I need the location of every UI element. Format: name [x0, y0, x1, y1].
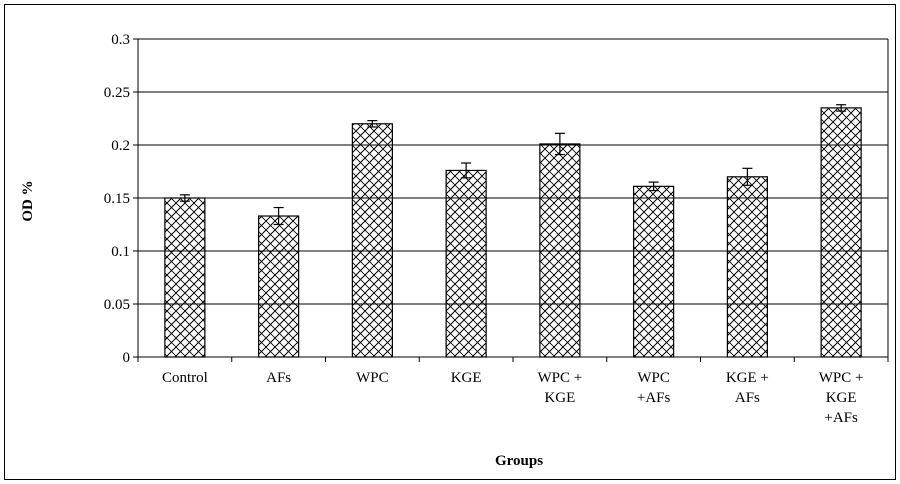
y-tick-label: 0.3	[111, 32, 130, 48]
bar	[726, 176, 768, 358]
y-tick-label: 0.25	[104, 85, 130, 101]
x-tick-label: KGE	[451, 370, 482, 386]
bar	[351, 123, 393, 358]
bar	[820, 107, 862, 358]
x-tick-label: KGE + AFs	[726, 370, 769, 406]
x-tick-label: WPC + KGE +AFs	[819, 370, 864, 426]
y-tick-label: 0.1	[111, 244, 130, 260]
x-tick-label: Control	[162, 370, 208, 386]
y-tick-label: 0.2	[111, 138, 130, 154]
bar-chart: 0 0.05 0.1 0.15 0.2 0.25 0.3 Control AFs WPC KGE WP…	[20, 32, 889, 469]
gridlines	[138, 38, 888, 305]
x-tick-label: WPC +AFs	[637, 370, 671, 406]
y-tick-label: 0.15	[104, 191, 130, 207]
y-tick-label: 0	[123, 350, 131, 366]
bar	[258, 215, 300, 358]
axes	[133, 38, 889, 362]
x-tick-label: WPC + KGE	[538, 370, 583, 406]
bars	[164, 104, 862, 358]
bar	[164, 197, 206, 358]
y-axis-title: OD %	[20, 180, 36, 221]
y-tick-label: 0.05	[104, 297, 130, 313]
tick-labels: 0 0.05 0.1 0.15 0.2 0.25 0.3 Control AFs WPC KGE WP…	[104, 32, 864, 426]
bar	[445, 169, 487, 358]
bar	[633, 185, 675, 358]
chart-frame: 0 0.05 0.1 0.15 0.2 0.25 0.3 Control AFs WPC KGE WP…	[4, 4, 896, 480]
bar	[539, 143, 581, 358]
x-axis-title: Groups	[495, 453, 543, 469]
x-tick-label: AFs	[266, 370, 291, 386]
x-tick-label: WPC	[356, 370, 389, 386]
